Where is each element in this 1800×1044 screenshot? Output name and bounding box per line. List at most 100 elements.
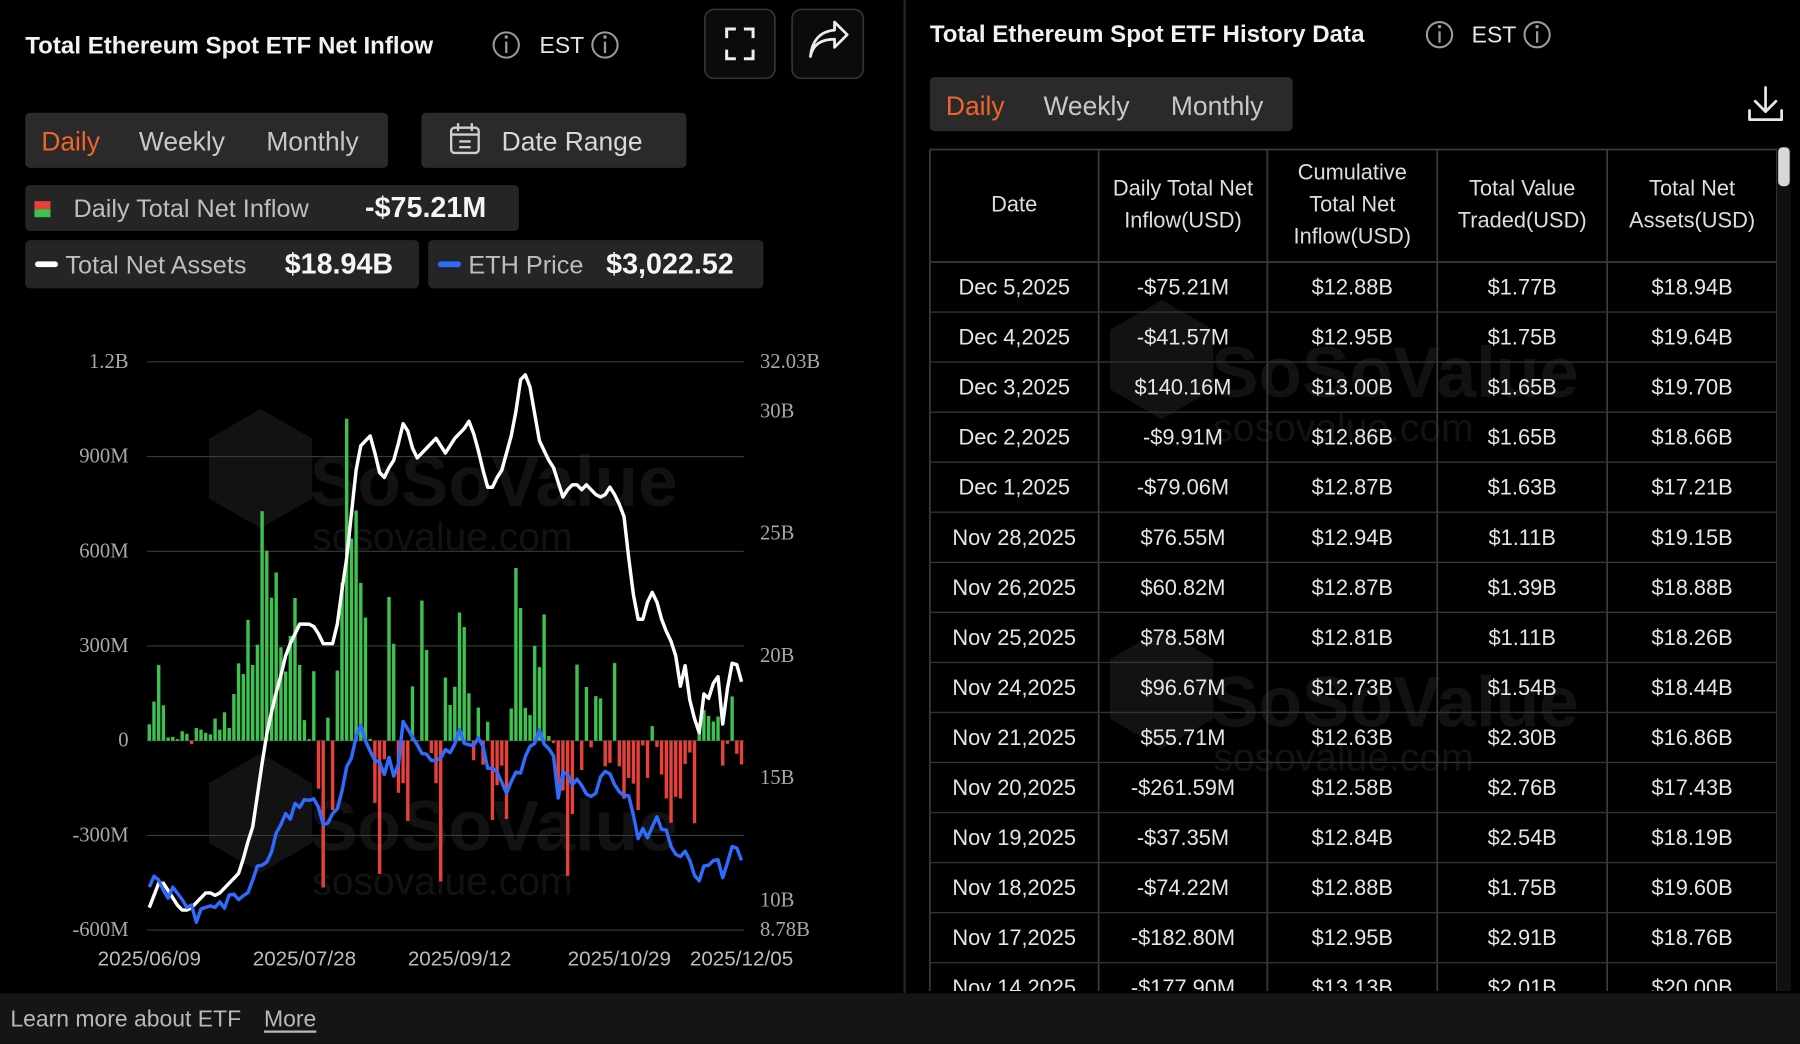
bar: [495, 740, 499, 786]
bar: [500, 740, 504, 766]
footer-link[interactable]: More: [264, 1005, 316, 1031]
table-cell: $20.00B: [1651, 975, 1732, 1000]
tab[interactable]: Monthly: [1171, 91, 1264, 121]
tab[interactable]: Daily: [946, 91, 1005, 121]
bar: [189, 740, 194, 745]
table-cell: $12.88B: [1312, 275, 1393, 300]
bar: [401, 740, 405, 784]
bar: [208, 734, 213, 741]
table-cell: -$41.57M: [1137, 325, 1229, 350]
info-dot: [603, 35, 607, 39]
y-tick-label: 300M: [79, 635, 128, 657]
table-cell: $1.39B: [1488, 575, 1557, 600]
info-icon[interactable]: [591, 31, 619, 59]
table-cell: -$74.22M: [1137, 875, 1229, 900]
y-tick-label: -300M: [72, 824, 128, 846]
table-cell: Dec 3,2025: [958, 375, 1070, 400]
bar: [363, 617, 368, 741]
bar: [424, 650, 429, 741]
tab[interactable]: Daily: [41, 126, 100, 156]
table-cell: Dec 2,2025: [958, 425, 1070, 450]
bar: [692, 740, 697, 824]
column-header: Daily Total Net Inflow(USD): [1112, 177, 1254, 234]
info-dot: [504, 35, 508, 39]
bar: [594, 696, 598, 741]
column-header-cell: Daily Total Net Inflow(USD): [1112, 177, 1254, 234]
table-cell: -$79.06M: [1137, 475, 1229, 500]
column-header: Date: [991, 193, 1038, 218]
y-tick-label: 0: [118, 730, 128, 752]
bar: [312, 671, 316, 741]
stat-box: [25, 185, 519, 231]
x-tick-label: 2025/09/12: [408, 947, 511, 970]
bar: [359, 582, 363, 741]
bar: [565, 740, 570, 876]
x-tick-label: 2025/07/28: [253, 947, 356, 970]
bar: [598, 698, 603, 741]
legend-value: $18.94B: [285, 248, 393, 280]
table-cell: $19.64B: [1651, 325, 1732, 350]
info-icon[interactable]: [1425, 21, 1454, 49]
bar: [443, 677, 448, 741]
bar: [453, 686, 457, 741]
table-cell: $12.58B: [1312, 775, 1393, 800]
bar: [702, 710, 706, 741]
bar: [335, 670, 339, 741]
bar: [345, 418, 349, 741]
tab[interactable]: Weekly: [1043, 91, 1130, 121]
bar: [721, 740, 725, 766]
bar: [622, 740, 626, 799]
table-cell: $12.81B: [1312, 625, 1393, 650]
info-icon[interactable]: [492, 31, 520, 59]
download-button[interactable]: [1748, 86, 1784, 122]
table-cell: $19.70B: [1651, 375, 1732, 400]
table-cell: $2.76B: [1488, 775, 1557, 800]
bar: [688, 740, 692, 753]
column-header: Cumulative Total Net Inflow(USD): [1293, 160, 1412, 250]
table-cell: -$37.35M: [1137, 825, 1229, 850]
button-frame: [421, 112, 687, 168]
bar: [580, 740, 584, 771]
bar: [274, 572, 278, 741]
panel-title: Total Ethereum Spot ETF Net Inflow: [25, 33, 433, 60]
bar: [556, 740, 560, 799]
table-cell: $12.86B: [1312, 425, 1393, 450]
tabs: Daily Weekly Monthly: [946, 91, 1264, 121]
table-cell: -$9.91M: [1143, 425, 1223, 450]
bar: [739, 740, 744, 765]
column-header-cell: Cumulative Total Net Inflow(USD): [1293, 160, 1412, 250]
bar: [199, 729, 203, 741]
table-cell: $12.84B: [1312, 825, 1393, 850]
scrollbar-thumb[interactable]: [1778, 147, 1790, 187]
bar: [382, 740, 386, 760]
bar: [575, 664, 579, 741]
share-button[interactable]: [791, 8, 865, 80]
bar: [420, 600, 424, 741]
tab[interactable]: Weekly: [139, 126, 226, 156]
table-cell: $96.67M: [1141, 675, 1226, 700]
watermark-brand: SoSoValue: [1211, 663, 1579, 742]
tab[interactable]: Monthly: [266, 126, 359, 156]
bar: [161, 705, 166, 741]
bar: [584, 687, 589, 741]
bar: [636, 740, 640, 811]
download-icon: [1748, 86, 1784, 122]
fullscreen-icon: [725, 27, 755, 61]
calendar-icon: [450, 126, 480, 155]
bar: [486, 721, 490, 741]
bar: [735, 740, 739, 754]
date-range-button[interactable]: Date Range: [421, 112, 687, 168]
table-cell: $18.94B: [1651, 275, 1732, 300]
bar: [185, 733, 189, 741]
bar: [406, 740, 410, 821]
fullscreen-button[interactable]: [703, 8, 776, 80]
bar: [631, 740, 636, 784]
column-header: Total Net Assets(USD): [1629, 177, 1756, 234]
legend-label: Total Net Assets: [65, 251, 246, 279]
bar: [659, 740, 664, 775]
info-icon[interactable]: [1523, 21, 1551, 49]
table-cell: Nov 19,2025: [952, 825, 1076, 850]
table-cell: $13.13B: [1312, 975, 1393, 1000]
scrollbar-track: [1777, 147, 1791, 991]
